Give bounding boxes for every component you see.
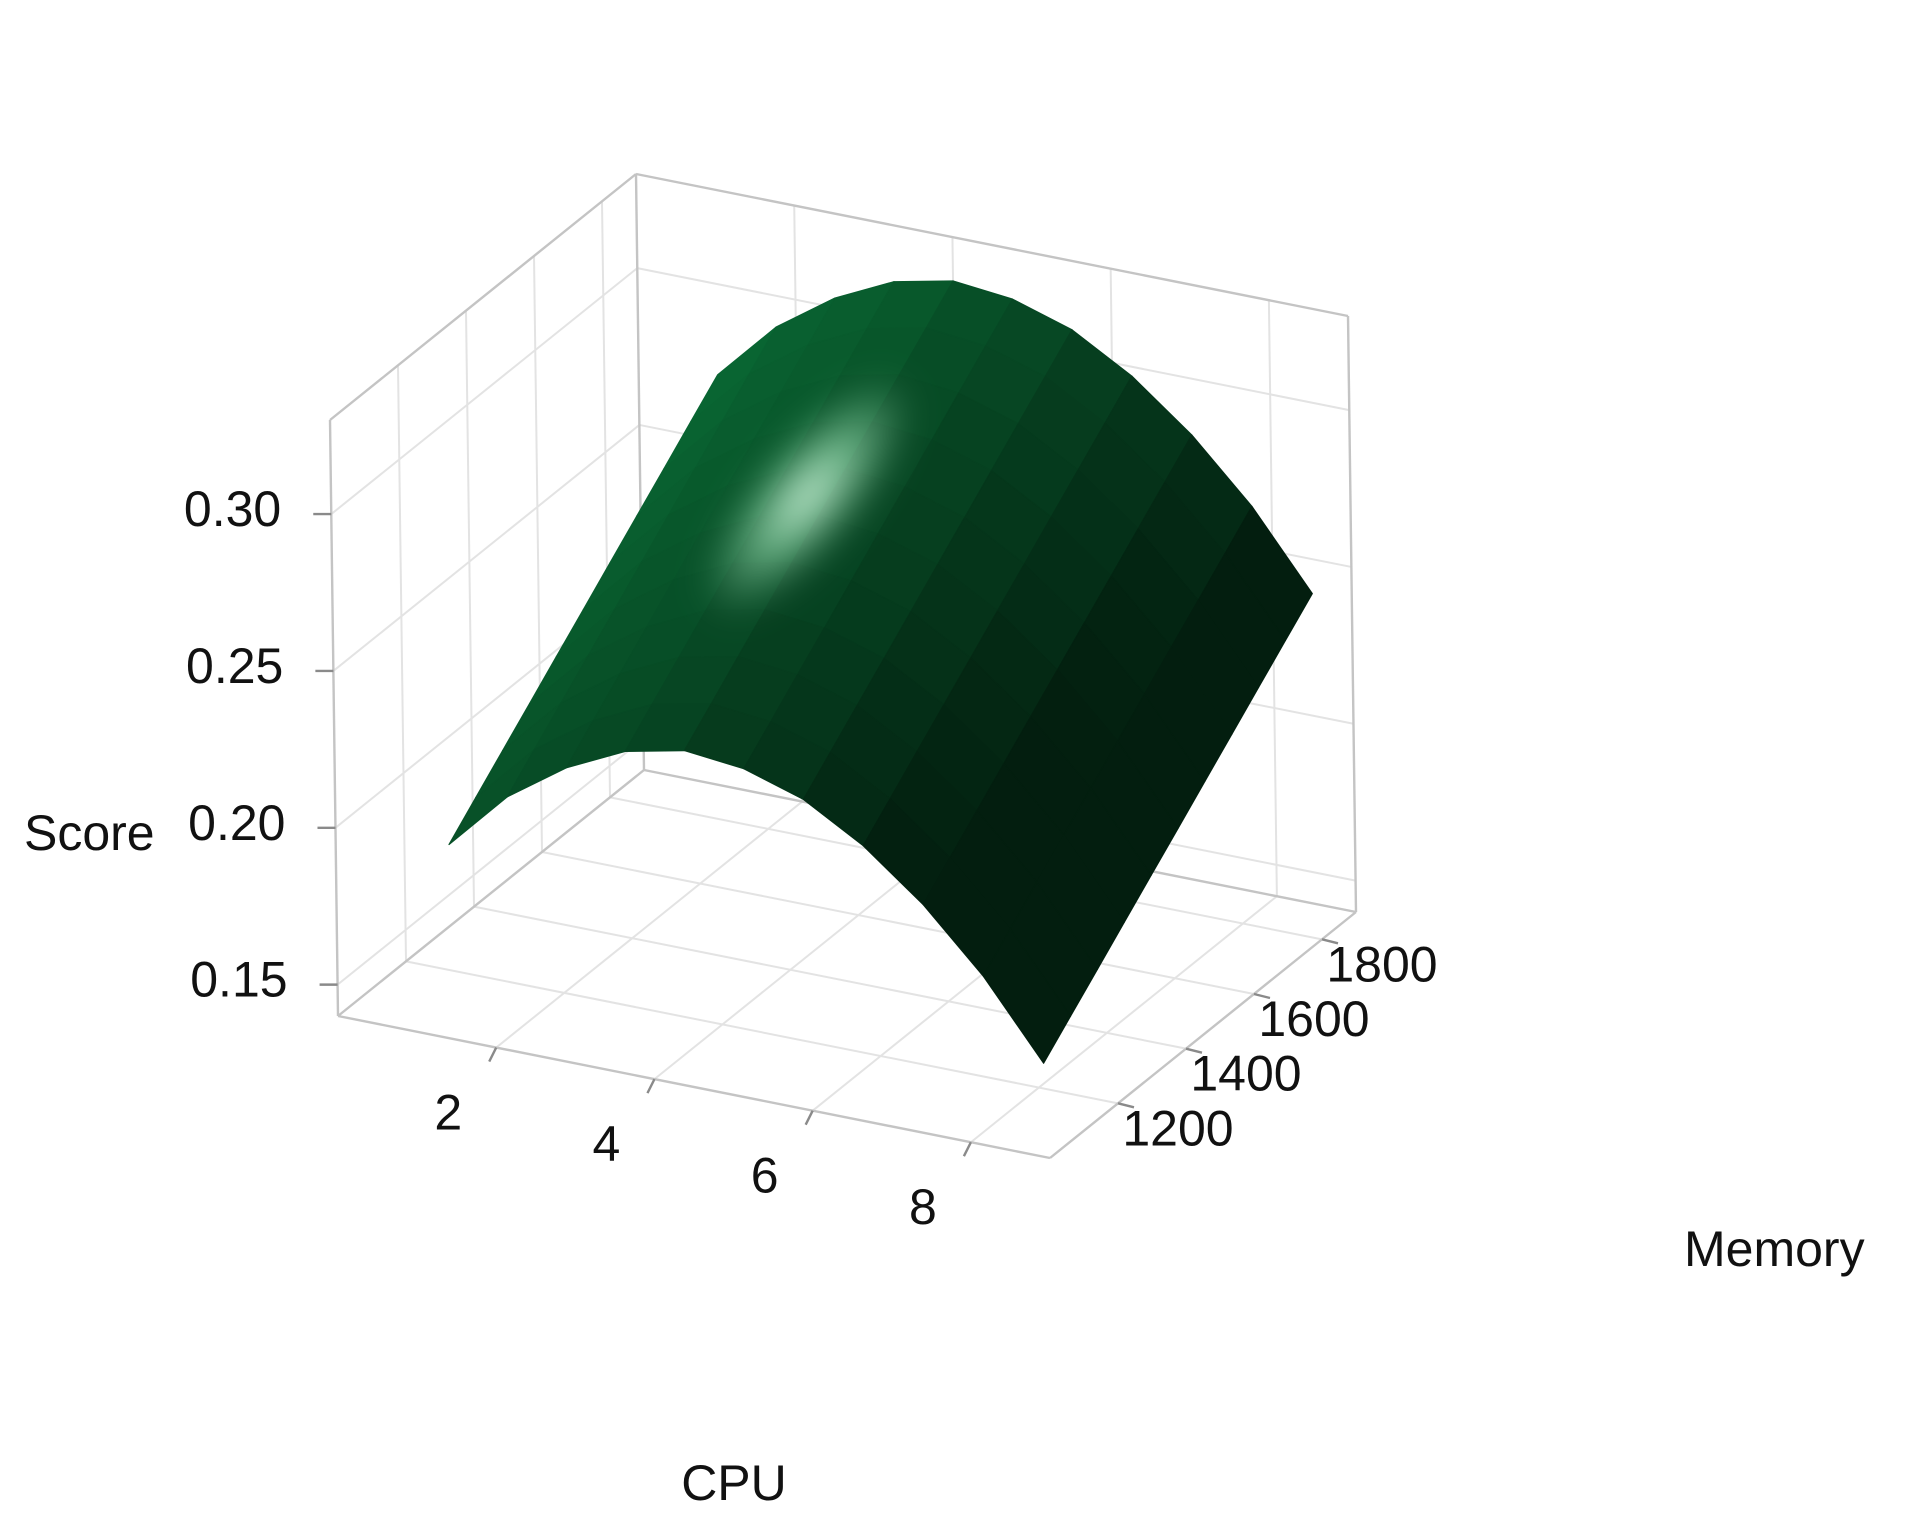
z-tick-label: 0.25 bbox=[186, 638, 283, 694]
floor-gridline bbox=[541, 851, 1255, 995]
floor-gridline bbox=[473, 905, 1187, 1050]
y-tick-label: 1400 bbox=[1190, 1046, 1301, 1102]
z-axis-title: Score bbox=[24, 805, 155, 861]
surface-specular-highlight bbox=[703, 376, 912, 616]
axes-frame-edge bbox=[337, 1014, 1051, 1160]
z-tick-label: 0.30 bbox=[184, 481, 281, 537]
surface-mesh bbox=[448, 280, 1313, 1064]
y-tick-label: 1600 bbox=[1258, 991, 1369, 1047]
left-wall-gridline bbox=[336, 737, 645, 986]
axes-frame-edge bbox=[1346, 315, 1358, 913]
y-axis-tick bbox=[1185, 1047, 1203, 1054]
floor-gridline bbox=[970, 895, 1278, 1144]
axes-frame-edge bbox=[1049, 911, 1357, 1159]
x-tick-label: 4 bbox=[593, 1116, 621, 1172]
x-axis-tick bbox=[962, 1141, 972, 1157]
axes-foreground bbox=[313, 512, 1357, 1160]
y-tick-label: 1200 bbox=[1122, 1100, 1233, 1156]
left-wall-gridline bbox=[332, 424, 640, 672]
z-tick-label: 0.20 bbox=[188, 795, 285, 851]
z-tick-label: 0.15 bbox=[190, 952, 287, 1008]
x-tick-label: 6 bbox=[751, 1148, 779, 1204]
x-tick-label: 2 bbox=[434, 1085, 462, 1141]
y-axis-tick bbox=[1321, 938, 1339, 945]
left-wall-gridline bbox=[397, 365, 407, 962]
axes-frame-edge bbox=[328, 419, 340, 1017]
x-tick-label: 8 bbox=[909, 1179, 937, 1235]
axes-frame-edge bbox=[329, 173, 637, 421]
floor-gridline bbox=[495, 800, 803, 1049]
y-axis-title: Memory bbox=[1684, 1221, 1865, 1277]
left-wall-gridline bbox=[330, 267, 638, 515]
y-tick-label: 1800 bbox=[1326, 936, 1437, 992]
floor-gridline bbox=[405, 960, 1119, 1105]
y-axis-tick bbox=[1253, 992, 1271, 1000]
y-axis-tick bbox=[1117, 1102, 1135, 1109]
x-axis-tick bbox=[804, 1110, 814, 1126]
surface-patch bbox=[982, 928, 1072, 1064]
axes-frame-edge bbox=[635, 172, 1349, 318]
axes-frame-edge bbox=[337, 769, 645, 1017]
x-axis-tick bbox=[488, 1047, 498, 1063]
x-axis-tick bbox=[646, 1078, 656, 1094]
surface-patch bbox=[448, 749, 536, 846]
x-axis-title: CPU bbox=[681, 1455, 787, 1511]
